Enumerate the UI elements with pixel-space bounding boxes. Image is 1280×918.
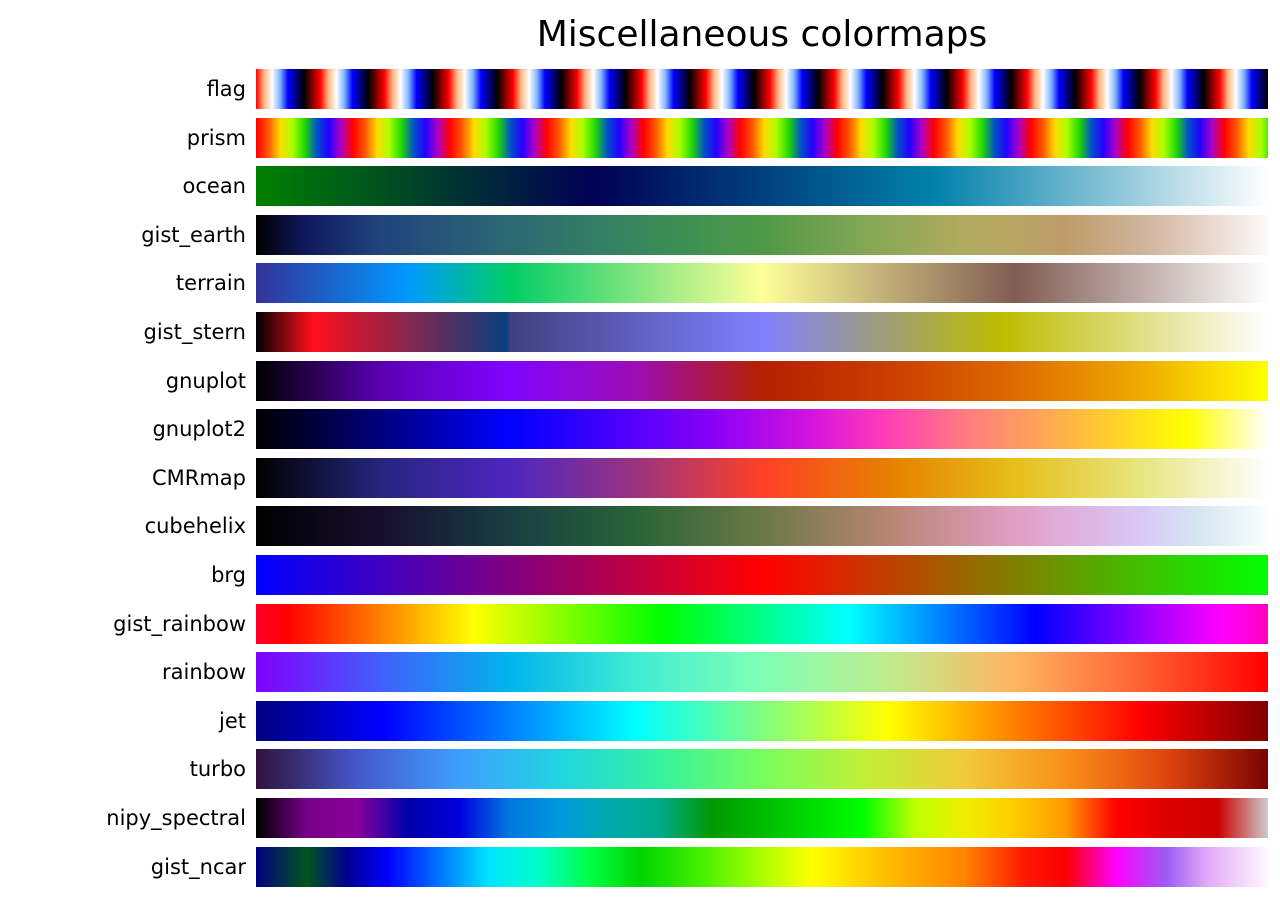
colormap-label: gnuplot — [165, 368, 246, 393]
colormap-bar — [256, 797, 1268, 838]
colormap-row: gist_earth — [0, 214, 1268, 255]
colormap-label: cubehelix — [144, 514, 246, 539]
colormap-row: brg — [0, 554, 1268, 595]
colormap-label: gist_rainbow — [113, 611, 246, 636]
colormap-label: turbo — [189, 757, 246, 782]
colormap-bar — [256, 263, 1268, 304]
colormap-bar — [256, 603, 1268, 644]
colormap-row: ocean — [0, 166, 1268, 207]
colormap-row: jet — [0, 700, 1268, 741]
colormap-label: gnuplot2 — [152, 417, 246, 442]
colormap-label: jet — [219, 708, 246, 733]
colormap-row: gist_stern — [0, 311, 1268, 352]
colormap-rows: flag prism ocean gist_earth terrain gist… — [0, 69, 1268, 895]
colormap-row: CMRmap — [0, 457, 1268, 498]
colormap-label: CMRmap — [151, 465, 246, 490]
colormap-label: terrain — [175, 271, 246, 296]
colormap-row: nipy_spectral — [0, 797, 1268, 838]
colormap-bar — [256, 652, 1268, 693]
colormap-bar — [256, 554, 1268, 595]
colormap-row: cubehelix — [0, 506, 1268, 547]
colormap-bar — [256, 457, 1268, 498]
colormap-label: ocean — [182, 174, 247, 199]
colormap-label: brg — [211, 562, 246, 587]
colormap-bar — [256, 117, 1268, 158]
colormap-label: flag — [206, 77, 246, 101]
colormap-label: gist_earth — [141, 222, 246, 247]
colormap-row: gist_rainbow — [0, 603, 1268, 644]
colormap-bar — [256, 360, 1268, 401]
colormap-row: gist_ncar — [0, 846, 1268, 887]
colormap-label: nipy_spectral — [106, 805, 246, 830]
colormap-row: flag — [0, 69, 1268, 109]
colormap-bar — [256, 69, 1268, 109]
colormap-row: gnuplot — [0, 360, 1268, 401]
colormap-row: rainbow — [0, 652, 1268, 693]
colormap-label: gist_stern — [143, 319, 246, 344]
colormap-bar — [256, 700, 1268, 741]
colormap-bar — [256, 409, 1268, 450]
colormap-row: turbo — [0, 749, 1268, 790]
colormap-row: gnuplot2 — [0, 409, 1268, 450]
colormap-row: terrain — [0, 263, 1268, 304]
colormap-bar — [256, 749, 1268, 790]
figure-title: Miscellaneous colormaps — [536, 14, 988, 55]
colormap-label: gist_ncar — [150, 854, 246, 879]
colormap-label: prism — [186, 125, 246, 150]
colormap-label: rainbow — [162, 660, 246, 685]
colormap-bar — [256, 214, 1268, 255]
colormap-bar — [256, 166, 1268, 207]
colormap-bar — [256, 506, 1268, 547]
colormap-bar — [256, 846, 1268, 887]
colormap-row: prism — [0, 117, 1268, 158]
colormap-bar — [256, 311, 1268, 352]
